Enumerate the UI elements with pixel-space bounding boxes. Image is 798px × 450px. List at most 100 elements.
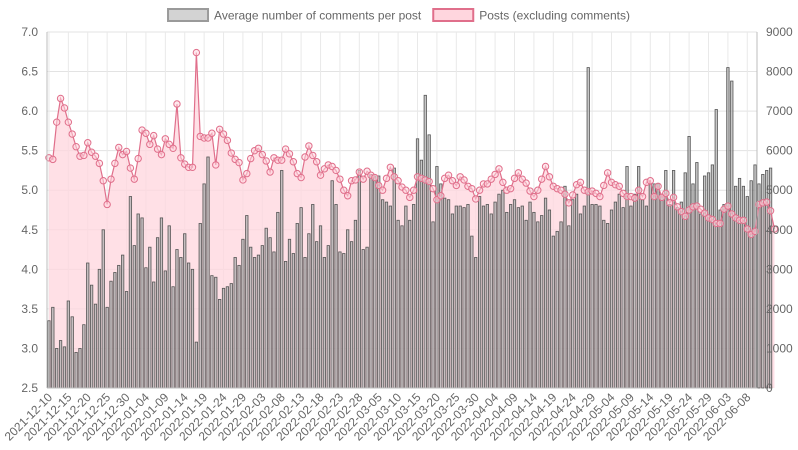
y-left-tick-label: 3.0 xyxy=(21,341,38,355)
posts-point xyxy=(161,135,170,143)
comments-bar xyxy=(567,225,571,389)
posts-point xyxy=(126,164,135,172)
posts-point xyxy=(188,163,197,171)
comments-bar xyxy=(602,219,606,389)
posts-point xyxy=(130,175,138,183)
y-right-tick-label: 5000 xyxy=(766,183,793,197)
legend-label: Posts (excluding comments) xyxy=(479,9,630,23)
comments-bar xyxy=(563,185,567,389)
posts-point xyxy=(561,190,569,198)
posts-point xyxy=(669,193,678,202)
comments-bar xyxy=(501,189,505,389)
posts-point xyxy=(64,118,73,126)
y-right-tick-label: 9000 xyxy=(766,25,793,39)
comments-bar xyxy=(113,272,117,389)
comments-bar xyxy=(93,303,98,389)
comments-bar xyxy=(322,257,327,389)
posts-point xyxy=(204,134,212,142)
posts-point xyxy=(522,179,530,187)
posts-point xyxy=(491,170,499,179)
comments-bar xyxy=(256,254,261,389)
comments-bar xyxy=(687,136,691,389)
posts-point xyxy=(95,159,104,168)
comments-bar xyxy=(582,205,586,389)
comments-bar xyxy=(536,221,540,389)
posts-point xyxy=(429,184,437,193)
posts-point xyxy=(666,199,674,207)
posts-point xyxy=(359,175,367,183)
posts-point xyxy=(258,150,267,159)
posts-point xyxy=(107,175,115,183)
posts-point xyxy=(84,139,92,147)
comments-bar xyxy=(427,134,431,389)
comments-bar xyxy=(70,316,74,389)
comments-bar xyxy=(737,177,742,389)
comments-bar xyxy=(586,67,590,389)
y-left-tick-label: 4.0 xyxy=(21,262,38,276)
y-left-tick-label: 5.0 xyxy=(21,183,38,197)
comments-bar xyxy=(90,284,94,389)
posts-point xyxy=(80,151,88,160)
comments-bar xyxy=(509,204,513,389)
comments-bar xyxy=(765,170,769,389)
posts-point xyxy=(534,186,542,194)
comments-bar xyxy=(357,170,361,389)
posts-point xyxy=(215,125,224,134)
posts-point xyxy=(169,144,177,152)
posts-point xyxy=(336,175,344,183)
posts-point xyxy=(530,192,538,201)
comments-bar xyxy=(470,235,474,389)
posts-point xyxy=(254,144,263,152)
comments-bar xyxy=(167,225,171,389)
posts-point xyxy=(766,207,775,215)
posts-point xyxy=(72,143,80,151)
comments-bar xyxy=(493,201,497,389)
comments-bar xyxy=(318,225,323,389)
posts-point xyxy=(483,180,492,188)
comments-bar xyxy=(249,246,253,389)
posts-point xyxy=(615,182,623,190)
posts-point xyxy=(716,219,724,228)
y-right-tick-label: 2000 xyxy=(766,302,793,316)
comments-bar xyxy=(210,275,214,389)
comments-bar xyxy=(485,204,489,389)
comments-bar xyxy=(768,167,773,389)
axes: 2.5 0 3.0 1000 3.5 2000 4.0 3000 4.5 4000 5.0 5000 5… xyxy=(2,25,793,444)
posts-point xyxy=(297,173,305,182)
comments-bar xyxy=(419,159,424,389)
posts-point xyxy=(662,189,670,198)
comments-bar xyxy=(124,291,129,389)
posts-point xyxy=(468,184,476,193)
posts-point xyxy=(239,176,247,184)
comments-bar xyxy=(578,213,583,389)
comments-bar xyxy=(334,204,338,389)
posts-point xyxy=(301,153,309,161)
comments-bar xyxy=(559,221,563,389)
posts-point xyxy=(654,182,662,190)
posts-point xyxy=(332,166,340,175)
comments-bar xyxy=(159,217,164,389)
comments-bar xyxy=(598,205,602,389)
comments-bar xyxy=(148,246,152,389)
comments-bar xyxy=(78,348,82,389)
comments-bar xyxy=(225,286,230,389)
posts-point xyxy=(309,151,317,160)
posts-point xyxy=(371,173,379,182)
comments-bar xyxy=(155,237,160,389)
posts-point xyxy=(52,118,61,126)
comments-bar xyxy=(202,183,206,389)
comments-bar xyxy=(74,351,78,389)
comments-bar xyxy=(144,267,148,389)
comments-bar xyxy=(117,264,121,389)
comments-bar xyxy=(505,211,509,389)
comments-bar xyxy=(652,183,656,389)
comments-bar xyxy=(264,227,268,389)
posts-point xyxy=(650,192,658,201)
posts-point xyxy=(115,143,123,152)
posts-point xyxy=(173,100,181,108)
comments-bar xyxy=(404,205,408,389)
comments-bar xyxy=(140,217,144,389)
posts-point xyxy=(122,147,131,156)
posts-point xyxy=(91,152,100,160)
comments-bar xyxy=(532,211,536,389)
